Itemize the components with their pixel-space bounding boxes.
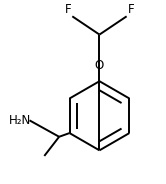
Text: F: F <box>128 3 135 15</box>
Text: F: F <box>65 3 72 15</box>
Text: O: O <box>95 59 104 72</box>
Text: H₂N: H₂N <box>8 114 31 127</box>
